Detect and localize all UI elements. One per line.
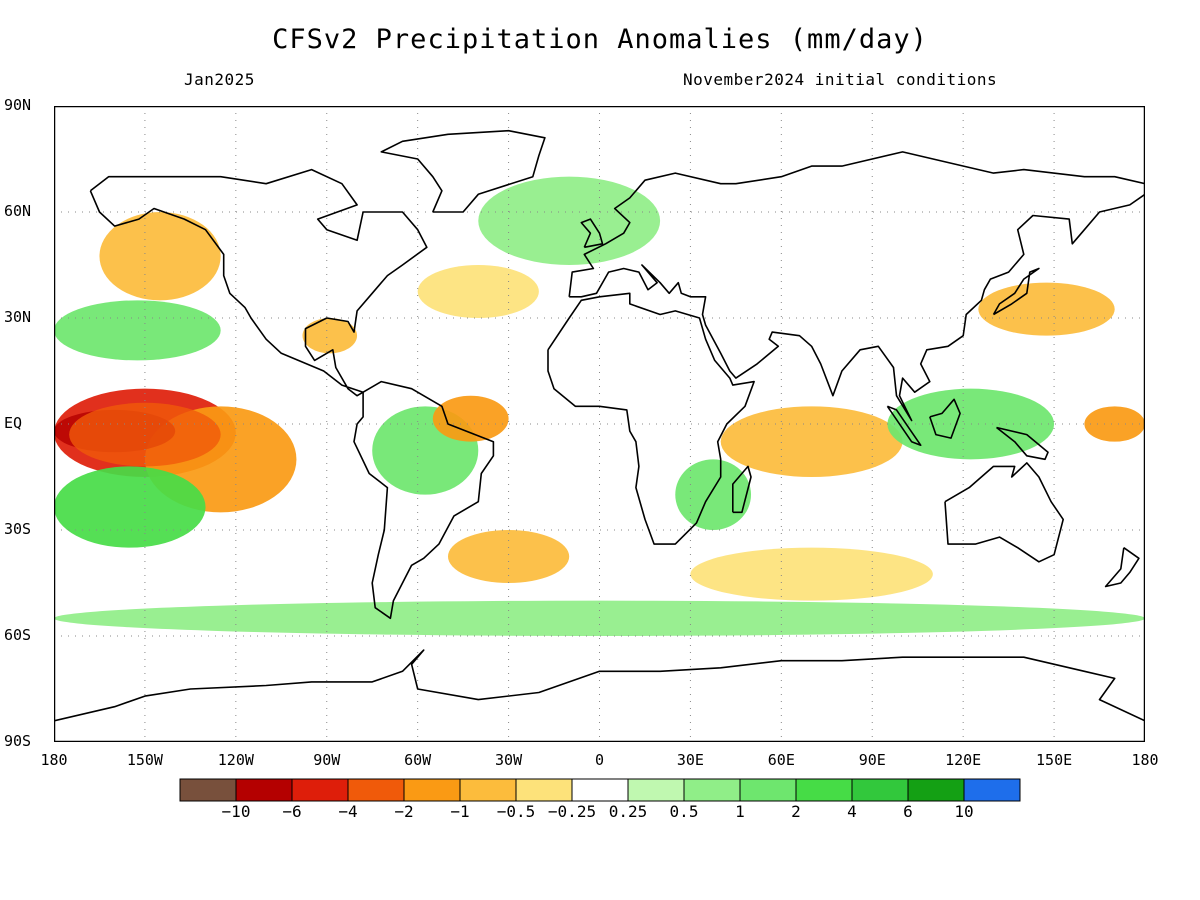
lat-label: 60S xyxy=(4,626,32,644)
coastline xyxy=(353,380,495,620)
coastline xyxy=(929,398,961,439)
lon-label: 180 xyxy=(40,751,68,769)
colorbar-label: −6 xyxy=(282,802,302,821)
anomaly-region xyxy=(675,459,752,530)
lat-label: EQ xyxy=(4,414,23,432)
colorbar-swatch xyxy=(739,778,797,802)
lon-label: 90W xyxy=(313,751,341,769)
colorbar-swatch xyxy=(627,778,685,802)
lon-label: 60W xyxy=(404,751,432,769)
colorbar-swatch xyxy=(235,778,293,802)
colorbar-label: 0.5 xyxy=(669,802,699,821)
anomaly-region xyxy=(54,466,206,548)
lon-label: 30W xyxy=(495,751,523,769)
lon-label: 30E xyxy=(676,751,704,769)
coastline xyxy=(886,405,922,447)
anomaly-region xyxy=(1084,406,1145,442)
lon-label: 180 xyxy=(1131,751,1159,769)
map-title: CFSv2 Precipitation Anomalies (mm/day) xyxy=(272,24,928,55)
coastline xyxy=(89,168,428,397)
anomaly-region xyxy=(447,530,570,583)
coastlines xyxy=(54,129,1145,722)
lat-label: 30N xyxy=(4,308,32,326)
colorbar-label: 6 xyxy=(903,802,913,821)
lon-label: 120W xyxy=(217,751,254,769)
lat-label: 30S xyxy=(4,520,32,538)
lat-label: 60N xyxy=(4,202,32,220)
anomaly-map xyxy=(54,106,1145,742)
colorbar-label: 10 xyxy=(954,802,974,821)
coastline xyxy=(731,465,752,514)
coastline xyxy=(1104,547,1140,588)
colorbar-label: 4 xyxy=(847,802,857,821)
anomaly-region xyxy=(690,547,933,601)
anomaly-fill-layer xyxy=(54,176,1145,636)
anomaly-core xyxy=(69,402,221,467)
colorbar-label: 2 xyxy=(791,802,801,821)
colorbar-label: −4 xyxy=(338,802,358,821)
colorbar-swatch xyxy=(683,778,741,802)
lon-label: 90E xyxy=(858,751,886,769)
colorbar-swatch xyxy=(347,778,405,802)
colorbar-swatch xyxy=(291,778,349,802)
coastline xyxy=(380,129,546,213)
colorbar-label: −1 xyxy=(450,802,470,821)
colorbar-swatch xyxy=(515,778,573,802)
lon-label: 150E xyxy=(1036,751,1073,769)
anomaly-region xyxy=(302,318,358,354)
lat-label: 90N xyxy=(4,96,32,114)
colorbar-swatch xyxy=(795,778,853,802)
coastline xyxy=(547,292,755,545)
anomaly-region xyxy=(978,282,1115,336)
colorbar-swatch xyxy=(851,778,909,802)
lon-label: 150W xyxy=(126,751,163,769)
coastline xyxy=(992,267,1040,316)
colorbar-swatch xyxy=(571,778,629,802)
lon-label: 60E xyxy=(767,751,795,769)
anomaly-region xyxy=(417,265,539,318)
colorbar-swatch xyxy=(459,778,517,802)
anomaly-region xyxy=(432,395,509,442)
colorbar-label: 0.25 xyxy=(608,802,648,821)
lat-label: 90S xyxy=(4,732,32,750)
anomaly-region xyxy=(99,212,221,301)
colorbar-swatch xyxy=(963,778,1021,802)
colorbar-label: −10 xyxy=(221,802,251,821)
coastline xyxy=(996,426,1049,461)
colorbar-label: −0.25 xyxy=(547,802,597,821)
colorbar-swatch xyxy=(179,778,237,802)
coastline xyxy=(568,151,1145,422)
colorbar-label: −0.5 xyxy=(496,802,536,821)
anomaly-region xyxy=(54,600,1145,636)
anomaly-region xyxy=(720,406,903,477)
anomaly-region xyxy=(887,388,1055,460)
lon-label: 0 xyxy=(594,751,605,769)
anomaly-region xyxy=(478,176,661,265)
anomaly-region xyxy=(54,300,221,361)
colorbar-label: −2 xyxy=(394,802,414,821)
coastline xyxy=(944,462,1065,563)
colorbar-swatch xyxy=(907,778,965,802)
colorbar-swatch xyxy=(403,778,461,802)
colorbar-label: 1 xyxy=(735,802,745,821)
coastline xyxy=(580,218,604,249)
coastline xyxy=(54,649,1145,722)
valid-month-label: Jan2025 xyxy=(184,70,255,89)
lon-label: 120E xyxy=(945,751,982,769)
init-conditions-label: November2024 initial conditions xyxy=(683,70,998,89)
map-frame xyxy=(54,106,1145,742)
